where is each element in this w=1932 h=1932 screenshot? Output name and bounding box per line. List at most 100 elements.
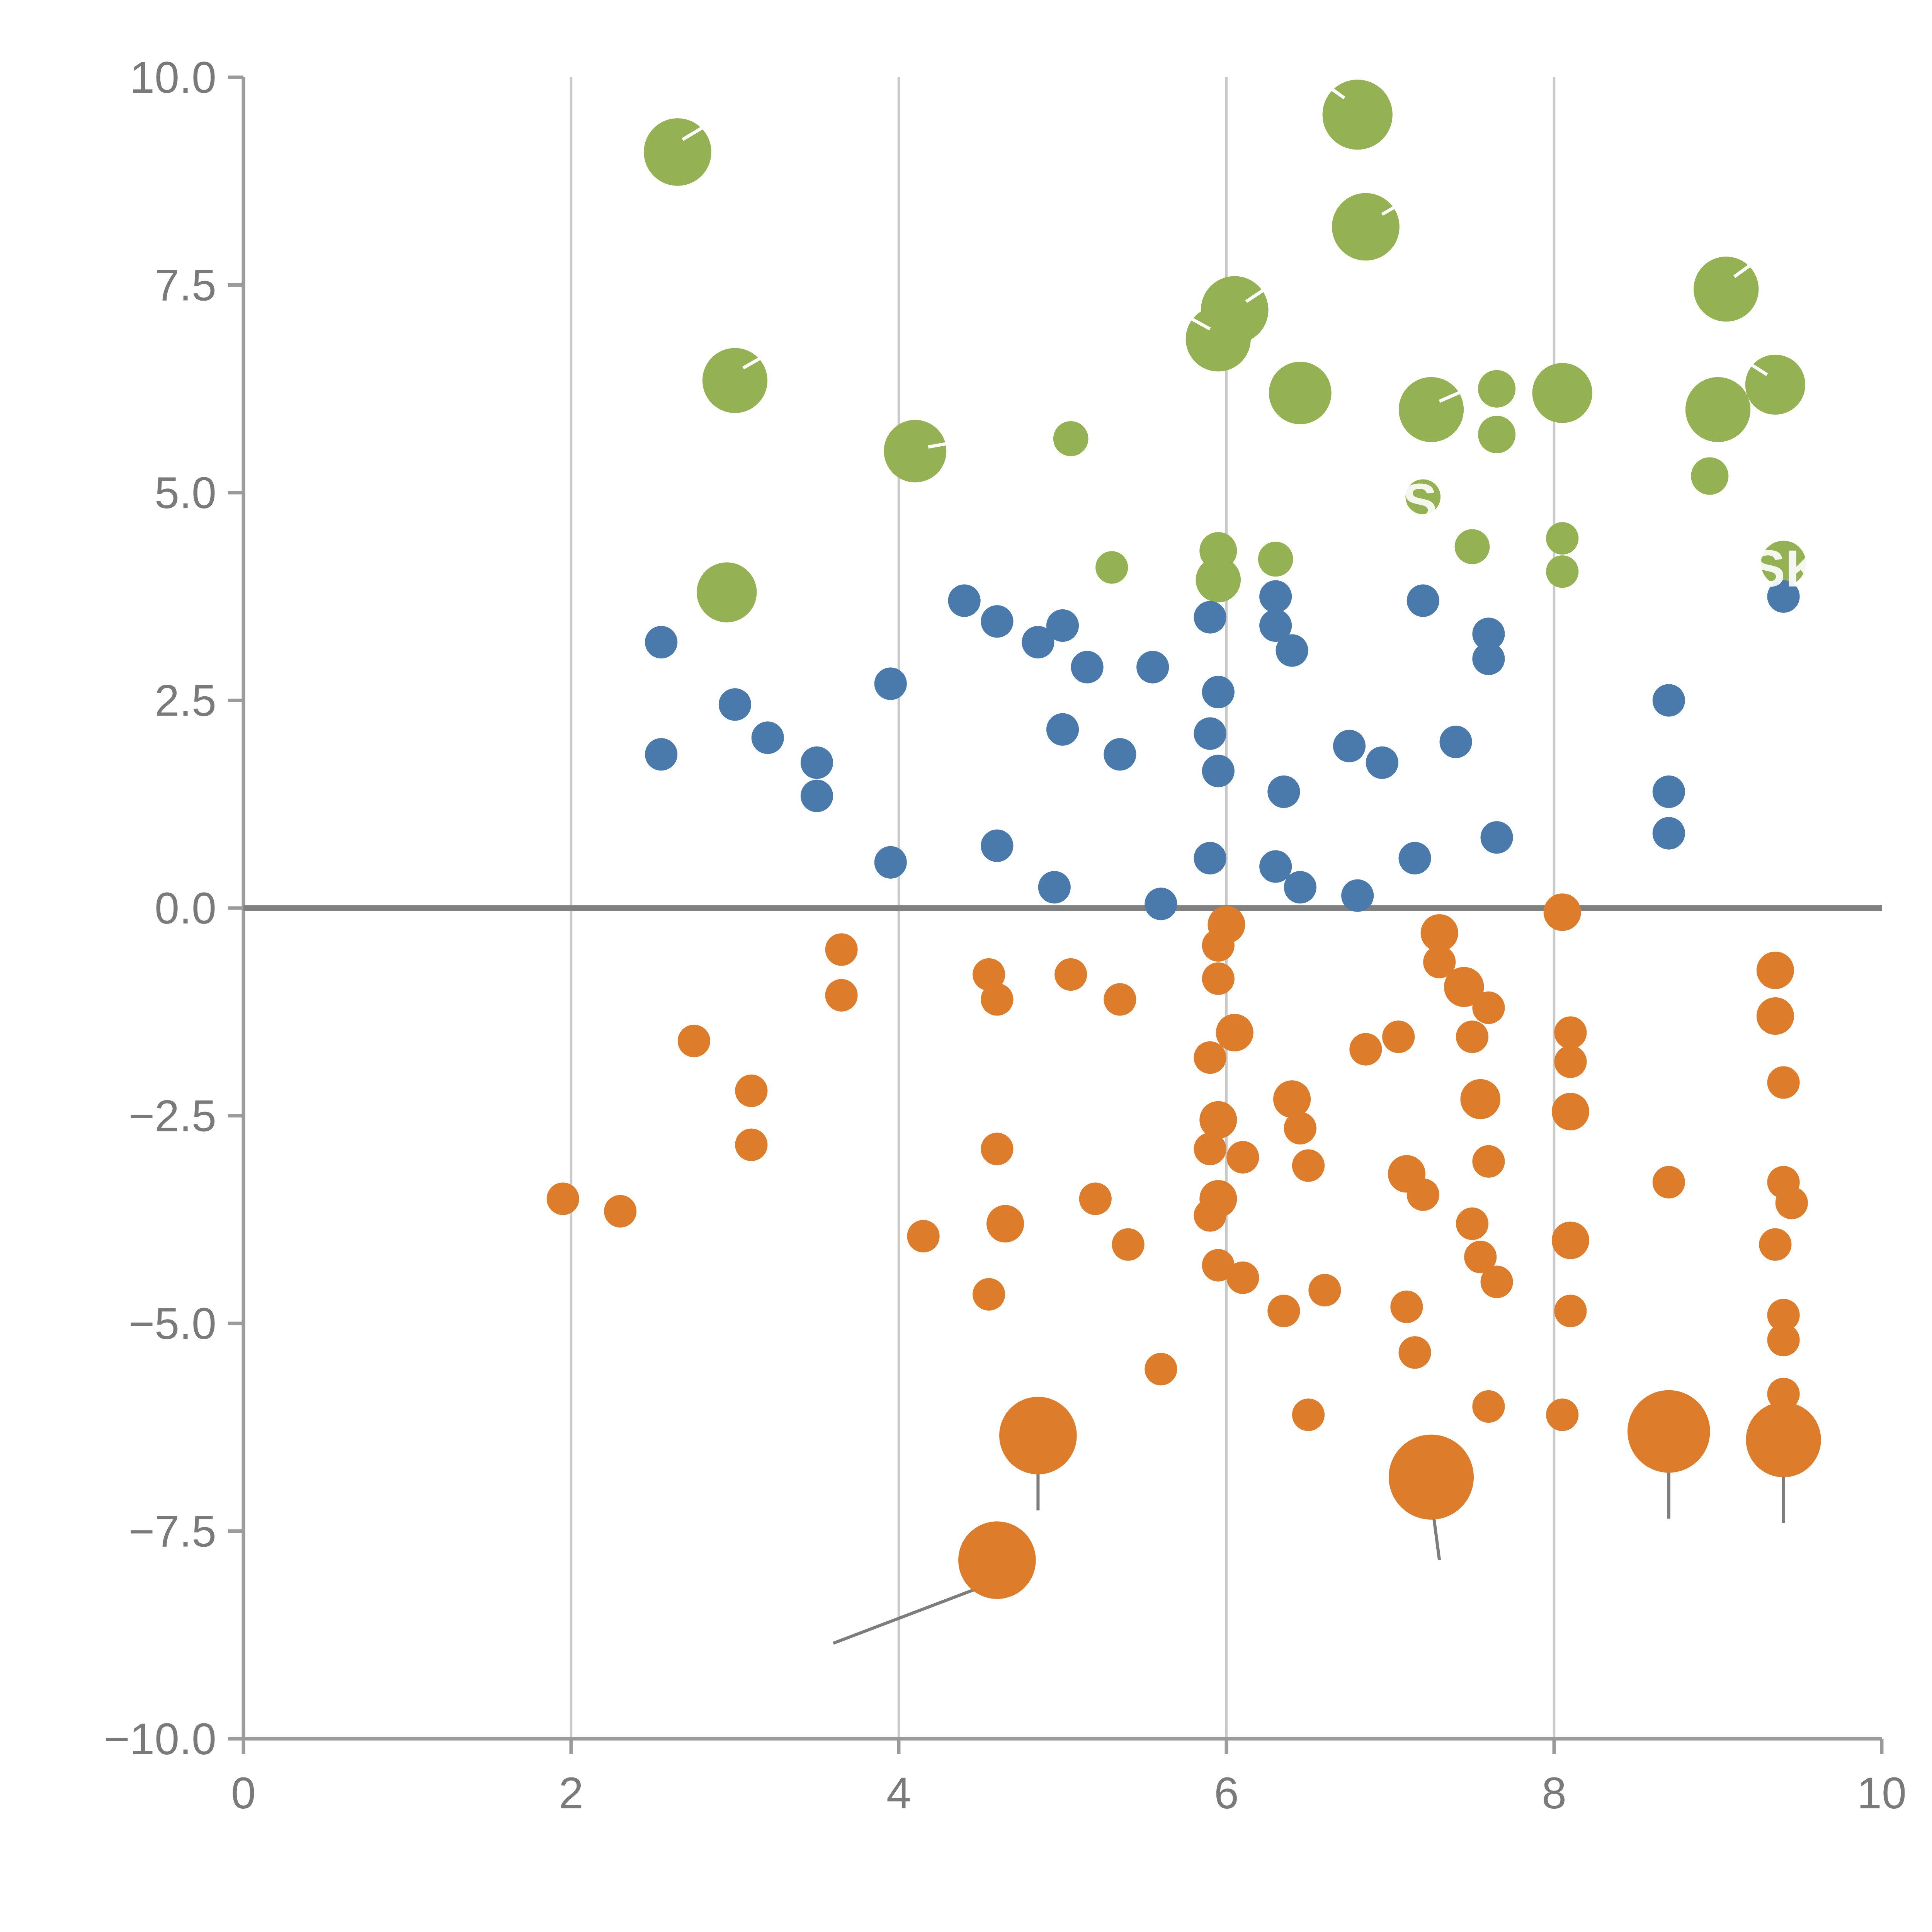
y-tick-label: 0.0	[155, 884, 216, 933]
data-point-orange-dots	[1423, 946, 1456, 978]
bubble-annotation: S	[1402, 473, 1437, 531]
bubble-white-mark	[1381, 199, 1408, 216]
data-point-orange-dots	[1551, 1221, 1589, 1259]
data-point-blue-dots	[645, 738, 678, 771]
data-point-orange-dots	[1112, 1228, 1145, 1261]
data-point-blue-dots	[1267, 775, 1300, 808]
data-point-orange-dots	[1054, 958, 1087, 991]
data-point-orange-dots	[1460, 1079, 1500, 1119]
x-tick-label: 0	[231, 1769, 256, 1818]
bubble-white-mark	[742, 352, 769, 370]
data-point-orange-dots	[604, 1195, 637, 1228]
data-point-orange-dots	[1652, 1166, 1685, 1199]
data-point-blue-dots	[1259, 580, 1292, 613]
data-point-blue-dots	[1472, 642, 1505, 675]
data-point-orange-dots	[981, 1133, 1014, 1165]
leader-line	[832, 1579, 998, 1645]
data-point-orange-dots	[1759, 1228, 1792, 1261]
data-point-blue-dots	[1194, 717, 1226, 750]
data-point-blue-dots	[1341, 879, 1374, 912]
data-point-orange-dots	[1406, 1178, 1439, 1211]
data-point-orange-dots	[1472, 1145, 1505, 1178]
data-point-orange-dots	[1554, 1045, 1587, 1078]
data-point-orange-dots	[1472, 991, 1505, 1024]
data-point-orange-dots	[1202, 962, 1235, 995]
bubble-white-mark	[1747, 361, 1768, 376]
bubble-white-mark	[1245, 286, 1269, 303]
data-point-orange-dots	[1456, 1020, 1489, 1053]
data-point-blue-dots	[1038, 871, 1071, 904]
data-point-orange-dots	[1775, 1187, 1808, 1219]
data-point-blue-dots	[1284, 871, 1316, 904]
data-point-orange-dots	[1767, 1066, 1800, 1099]
data-point-blue-dots	[1202, 675, 1235, 709]
data-point-orange-dots	[999, 1396, 1077, 1475]
data-point-orange-dots	[1756, 951, 1794, 989]
data-point-blue-dots	[1472, 617, 1505, 650]
data-point-orange-dots	[1767, 1323, 1800, 1357]
data-point-green-bubbles	[1258, 541, 1293, 577]
data-point-orange-dots	[1464, 1240, 1497, 1274]
data-point-orange-dots	[1194, 1133, 1226, 1165]
data-point-orange-dots	[1480, 1265, 1513, 1298]
data-point-orange-dots	[1194, 1199, 1226, 1232]
y-tick-label: −2.5	[129, 1092, 216, 1141]
data-point-blue-dots	[1652, 775, 1685, 808]
data-point-green-bubbles	[1546, 522, 1579, 555]
data-point-green-bubbles	[1196, 557, 1241, 603]
bubble-white-mark	[928, 439, 961, 449]
data-point-green-bubbles	[1269, 362, 1332, 424]
data-point-green-bubbles	[1332, 193, 1400, 261]
x-tick-label: 4	[886, 1769, 911, 1818]
data-point-orange-dots	[1292, 1149, 1325, 1182]
data-point-green-bubbles	[1322, 80, 1393, 150]
data-point-green-bubbles	[1761, 541, 1806, 586]
bubble-white-mark	[682, 121, 711, 141]
data-point-blue-dots	[1406, 584, 1439, 617]
data-point-green-bubbles	[1745, 354, 1806, 415]
data-point-orange-dots	[1554, 1294, 1587, 1327]
data-point-blue-dots	[948, 584, 981, 617]
data-point-orange-dots	[1456, 1207, 1489, 1240]
data-point-green-bubbles	[1478, 415, 1516, 454]
data-point-orange-dots	[1767, 1378, 1800, 1410]
bubble-white-mark	[1323, 82, 1345, 100]
data-point-orange-dots	[1767, 1299, 1800, 1332]
y-tick-label: 10.0	[130, 53, 216, 102]
data-point-green-bubbles	[884, 420, 947, 483]
data-point-orange-dots	[1284, 1112, 1316, 1145]
data-point-orange-dots	[1388, 1434, 1474, 1520]
data-point-blue-dots	[800, 779, 833, 812]
data-point-blue-dots	[1366, 746, 1398, 779]
data-point-blue-dots	[1259, 850, 1292, 883]
data-point-orange-dots	[1145, 1353, 1177, 1386]
data-point-orange-dots	[1079, 1182, 1112, 1215]
data-point-orange-dots	[1267, 1294, 1300, 1327]
data-point-orange-dots	[1420, 914, 1458, 952]
data-point-orange-dots	[1216, 1014, 1253, 1052]
data-point-green-bubbles	[1185, 306, 1251, 372]
data-point-blue-dots	[1046, 713, 1079, 746]
data-point-orange-dots	[735, 1128, 768, 1161]
data-point-blue-dots	[1652, 684, 1685, 717]
data-point-orange-dots	[1273, 1080, 1311, 1118]
data-point-blue-dots	[874, 667, 907, 700]
data-point-blue-dots	[645, 626, 678, 659]
data-point-blue-dots	[1767, 580, 1800, 613]
y-tick-label: 2.5	[155, 676, 216, 726]
data-point-orange-dots	[1390, 1290, 1423, 1323]
data-point-blue-dots	[1046, 609, 1079, 642]
data-point-orange-dots	[958, 1521, 1036, 1599]
data-point-orange-dots	[1551, 1093, 1589, 1131]
data-point-blue-dots	[1333, 730, 1366, 762]
data-point-orange-dots	[677, 1024, 711, 1058]
data-point-blue-dots	[718, 688, 752, 721]
data-point-orange-dots	[1226, 1261, 1259, 1294]
data-point-orange-dots	[1308, 1274, 1341, 1307]
data-point-orange-dots	[546, 1182, 579, 1215]
data-point-blue-dots	[1202, 755, 1235, 787]
data-point-blue-dots	[1194, 601, 1226, 634]
data-point-orange-dots	[981, 983, 1014, 1016]
data-point-green-bubbles	[1478, 370, 1516, 408]
